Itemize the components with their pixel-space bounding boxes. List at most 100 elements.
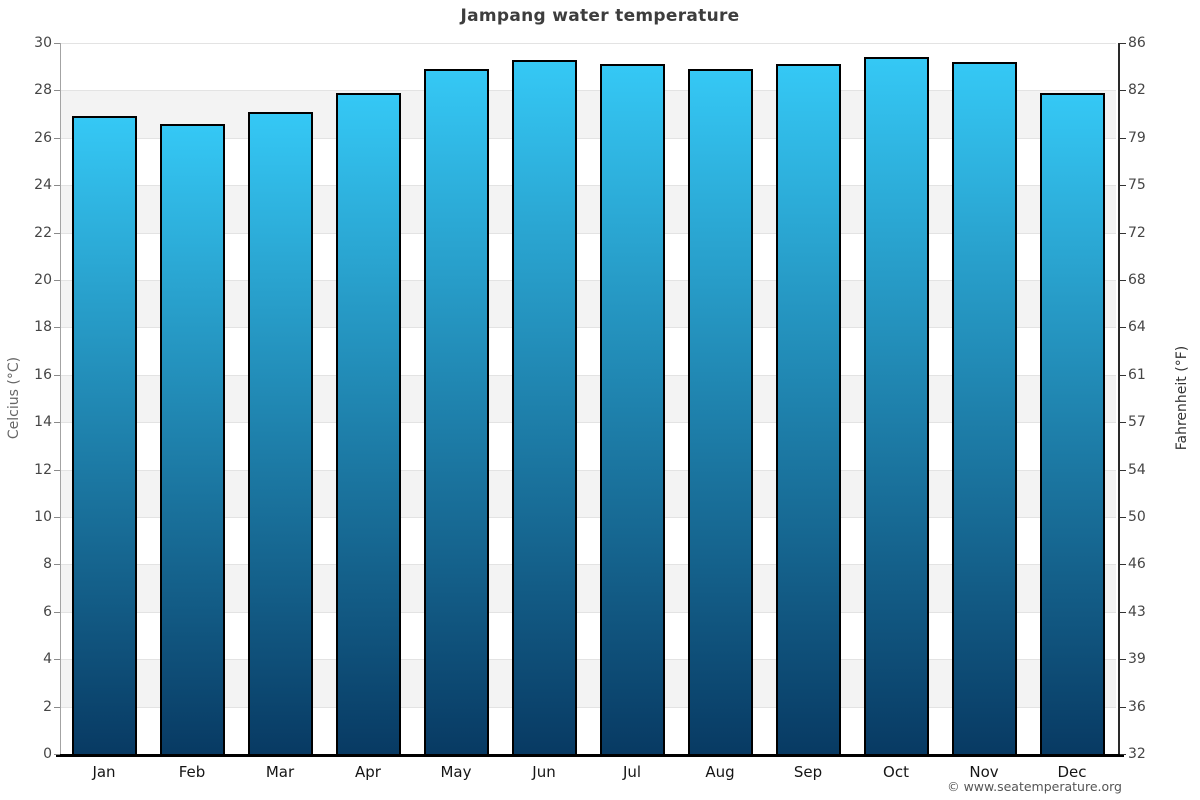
y-tick-mark-left [54, 611, 60, 613]
y-tick-label-celsius: 18 [34, 319, 52, 336]
y-axis-title-fahrenheit: Fahrenheit (°F) [1174, 345, 1190, 450]
x-tick-label: Jul [622, 763, 642, 781]
y-tick-mark-right [1120, 517, 1126, 518]
x-tick-label: Oct [883, 763, 909, 781]
y-tick-mark-right [1120, 327, 1126, 329]
gridline [60, 374, 1116, 376]
y-tick-label-celsius: 28 [34, 82, 52, 99]
y-tick-mark-right [1120, 90, 1126, 92]
y-tick-mark-right [1120, 374, 1126, 376]
y-tick-mark-right [1120, 280, 1126, 281]
y-tick-label-fahrenheit: 64 [1128, 319, 1146, 336]
y-tick-mark-left [54, 327, 60, 329]
y-tick-mark-right [1120, 611, 1126, 613]
bar-aug [687, 69, 753, 754]
chart-title: Jampang water temperature [460, 6, 740, 26]
gridline [60, 280, 1116, 281]
y-tick-mark-right [1120, 43, 1126, 44]
gridline [60, 185, 1116, 187]
x-tick-label: Jun [532, 763, 556, 781]
plot-band [60, 706, 1116, 754]
bar-jul [599, 64, 665, 754]
y-tick-mark-right [1120, 706, 1126, 708]
gridline [60, 137, 1116, 139]
gridline [60, 564, 1116, 566]
y-tick-mark-left [54, 754, 60, 755]
plot-band [60, 564, 1116, 612]
bar-jun [511, 59, 577, 754]
y-tick-label-fahrenheit: 68 [1128, 272, 1146, 288]
y-tick-label-celsius: 0 [43, 746, 52, 762]
y-axis-line-right [1118, 43, 1120, 754]
plot-band [60, 611, 1116, 660]
y-tick-label-fahrenheit: 43 [1128, 603, 1146, 620]
plot-band [60, 374, 1116, 423]
y-tick-label-celsius: 22 [34, 224, 52, 241]
y-tick-mark-right [1120, 422, 1126, 424]
gridline [60, 517, 1116, 518]
gridline [60, 611, 1116, 613]
gridline [60, 327, 1116, 329]
y-tick-label-fahrenheit: 75 [1128, 177, 1146, 194]
y-tick-label-celsius: 4 [43, 651, 52, 668]
y-tick-label-celsius: 14 [34, 414, 52, 431]
y-tick-label-fahrenheit: 32 [1128, 746, 1146, 762]
y-tick-mark-left [54, 232, 60, 234]
y-tick-label-fahrenheit: 54 [1128, 461, 1146, 478]
plot-band [60, 517, 1116, 565]
x-tick-label: Aug [705, 763, 735, 781]
plot-band [60, 469, 1116, 517]
plot-band [60, 43, 1116, 91]
y-tick-mark-right [1120, 564, 1126, 566]
y-tick-mark-left [54, 137, 60, 139]
bar-mar [247, 111, 313, 754]
y-tick-label-celsius: 6 [43, 603, 52, 620]
y-tick-label-fahrenheit: 57 [1128, 414, 1146, 431]
plot-band [60, 137, 1116, 186]
footer-credit: © www.seatemperature.org [947, 779, 1122, 794]
y-tick-mark-left [54, 422, 60, 424]
y-tick-label-fahrenheit: 72 [1128, 224, 1146, 241]
y-tick-label-fahrenheit: 50 [1128, 509, 1146, 525]
gridline [60, 43, 1116, 44]
y-tick-label-celsius: 20 [34, 272, 52, 288]
y-tick-label-celsius: 2 [43, 698, 52, 715]
y-tick-label-fahrenheit: 79 [1128, 129, 1146, 146]
x-tick-label: May [440, 763, 472, 781]
y-tick-label-celsius: 30 [34, 35, 52, 51]
y-tick-label-fahrenheit: 46 [1128, 556, 1146, 573]
y-tick-label-celsius: 24 [34, 177, 52, 194]
plot-band [60, 232, 1116, 280]
y-tick-mark-right [1120, 137, 1126, 139]
y-tick-mark-left [54, 374, 60, 376]
y-tick-label-fahrenheit: 39 [1128, 651, 1146, 668]
x-tick-label: Nov [969, 763, 999, 781]
plot-band [60, 659, 1116, 707]
y-tick-label-fahrenheit: 36 [1128, 698, 1146, 715]
plot-band [60, 280, 1116, 328]
y-tick-mark-left [54, 43, 60, 44]
bar-dec [1039, 92, 1105, 754]
y-axis-title-celsius: Celcius (°C) [6, 356, 22, 439]
gridline [60, 90, 1116, 92]
y-tick-label-celsius: 26 [34, 129, 52, 146]
y-tick-label-celsius: 10 [34, 509, 52, 525]
plot-band [60, 422, 1116, 470]
y-tick-mark-left [54, 280, 60, 281]
y-tick-mark-right [1120, 232, 1126, 234]
gridline [60, 659, 1116, 661]
y-tick-label-celsius: 12 [34, 461, 52, 478]
bar-feb [159, 123, 225, 754]
plot-band [60, 90, 1116, 138]
bar-sep [775, 64, 841, 754]
bar-nov [951, 61, 1017, 754]
y-tick-label-celsius: 16 [34, 366, 52, 383]
y-tick-mark-left [54, 659, 60, 661]
x-tick-label: Dec [1057, 763, 1087, 781]
bar-may [423, 69, 489, 754]
x-tick-label: Apr [355, 763, 381, 781]
bar-jan [71, 116, 137, 754]
y-tick-mark-right [1120, 659, 1126, 661]
y-tick-mark-left [54, 90, 60, 92]
